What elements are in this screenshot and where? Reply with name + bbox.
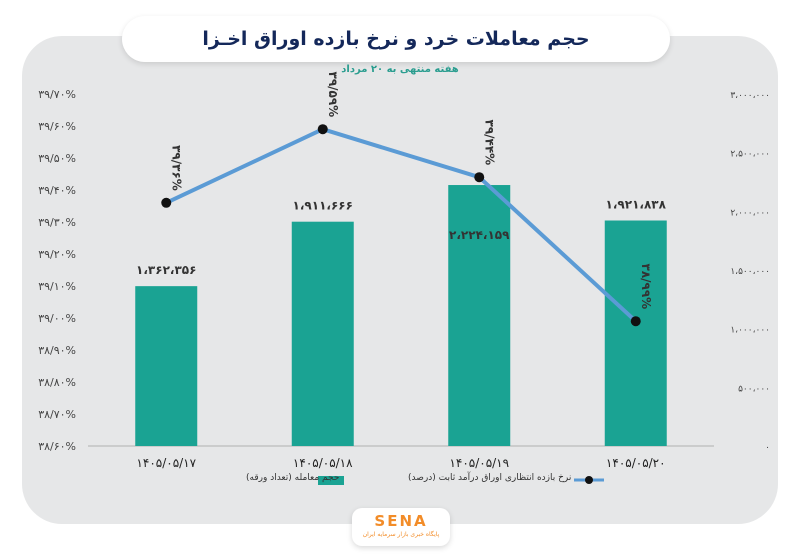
line-point bbox=[317, 124, 328, 135]
left-axis-tick-label: ۳۸/۸۰% bbox=[38, 376, 76, 389]
chart-title: حجم معاملات خرد و نرخ بازده اوراق اخـزا bbox=[202, 28, 590, 50]
line-point bbox=[161, 197, 172, 208]
right-axis-tick-label: ۰ bbox=[765, 443, 770, 453]
left-axis-tick-label: ۳۸/۶۰% bbox=[38, 440, 76, 453]
x-tick-label: ۱۴۰۵/۰۵/۱۹ bbox=[449, 456, 509, 470]
left-axis-tick-label: ۳۹/۶۰% bbox=[38, 120, 76, 133]
line-point bbox=[474, 172, 485, 183]
legend-line-marker bbox=[585, 476, 593, 484]
right-axis-tick-label: ۵۰۰،۰۰۰ bbox=[738, 384, 770, 394]
left-axis-tick-label: ۳۸/۹۰% bbox=[38, 344, 76, 357]
left-axis-tick-label: ۳۹/۲۰% bbox=[38, 248, 76, 261]
x-tick-label: ۱۴۰۵/۰۵/۲۰ bbox=[606, 456, 666, 470]
logo-text: SENA bbox=[374, 512, 428, 530]
right-axis-tick-label: ۲،۵۰۰،۰۰۰ bbox=[730, 150, 770, 160]
line-series bbox=[164, 127, 638, 324]
right-axis-tick-label: ۳،۰۰۰،۰۰۰ bbox=[730, 91, 770, 101]
bar-value-label: ۱،۹۲۱،۸۳۸ bbox=[606, 198, 667, 212]
bar bbox=[291, 221, 354, 446]
left-axis-tick-label: ۳۹/۵۰% bbox=[38, 152, 76, 165]
logo-subtext: پایگاه خبری بازار سرمایه ایران bbox=[362, 531, 440, 538]
line-value-label: ۳۹/۵۹% bbox=[326, 71, 340, 117]
x-tick-label: ۱۴۰۵/۰۵/۱۸ bbox=[293, 456, 353, 470]
bar-value-label: ۱،۹۱۱،۶۶۶ bbox=[293, 199, 353, 213]
right-axis-tick-label: ۲،۰۰۰،۰۰۰ bbox=[730, 208, 770, 218]
legend-bar-swatch bbox=[318, 476, 344, 485]
left-axis-tick-label: ۳۸/۷۰% bbox=[38, 408, 76, 421]
sena-logo: SENA پایگاه خبری بازار سرمایه ایران bbox=[352, 508, 450, 546]
legend-bar-label: حجم معامله (تعداد ورقه) bbox=[246, 473, 340, 483]
bar bbox=[135, 286, 198, 446]
bar bbox=[448, 185, 511, 446]
left-axis-tick-label: ۳۹/۳۰% bbox=[38, 216, 76, 229]
bar bbox=[604, 220, 667, 446]
bar-value-label: ۲،۲۲۴،۱۵۹ bbox=[449, 228, 510, 242]
left-axis-tick-label: ۳۹/۰۰% bbox=[38, 312, 76, 325]
title-box: حجم معاملات خرد و نرخ بازده اوراق اخـزا bbox=[122, 16, 670, 62]
left-axis-tick-label: ۳۹/۱۰% bbox=[38, 280, 76, 293]
x-tick-label: ۱۴۰۵/۰۵/۱۷ bbox=[136, 456, 196, 470]
chart-subtitle: هفته منتهی به ۲۰ مرداد bbox=[341, 64, 459, 75]
right-axis-tick-label: ۱،۰۰۰،۰۰۰ bbox=[730, 326, 770, 336]
left-axis-tick-label: ۳۹/۷۰% bbox=[38, 88, 76, 101]
line-value-label: ۳۸/۹۹% bbox=[639, 263, 653, 309]
line-point bbox=[630, 316, 641, 327]
left-axis-tick-label: ۳۹/۴۰% bbox=[38, 184, 76, 197]
line-value-label: ۳۹/۴۴% bbox=[482, 119, 496, 165]
line-value-label: ۳۹/۳۶% bbox=[169, 145, 183, 191]
legend-line-label: نرخ بازده انتظاری اوراق درآمد ثابت (درصد… bbox=[408, 473, 572, 483]
right-axis-tick-label: ۱،۵۰۰،۰۰۰ bbox=[730, 267, 770, 277]
bar-value-label: ۱،۳۶۲،۳۵۶ bbox=[136, 263, 196, 277]
